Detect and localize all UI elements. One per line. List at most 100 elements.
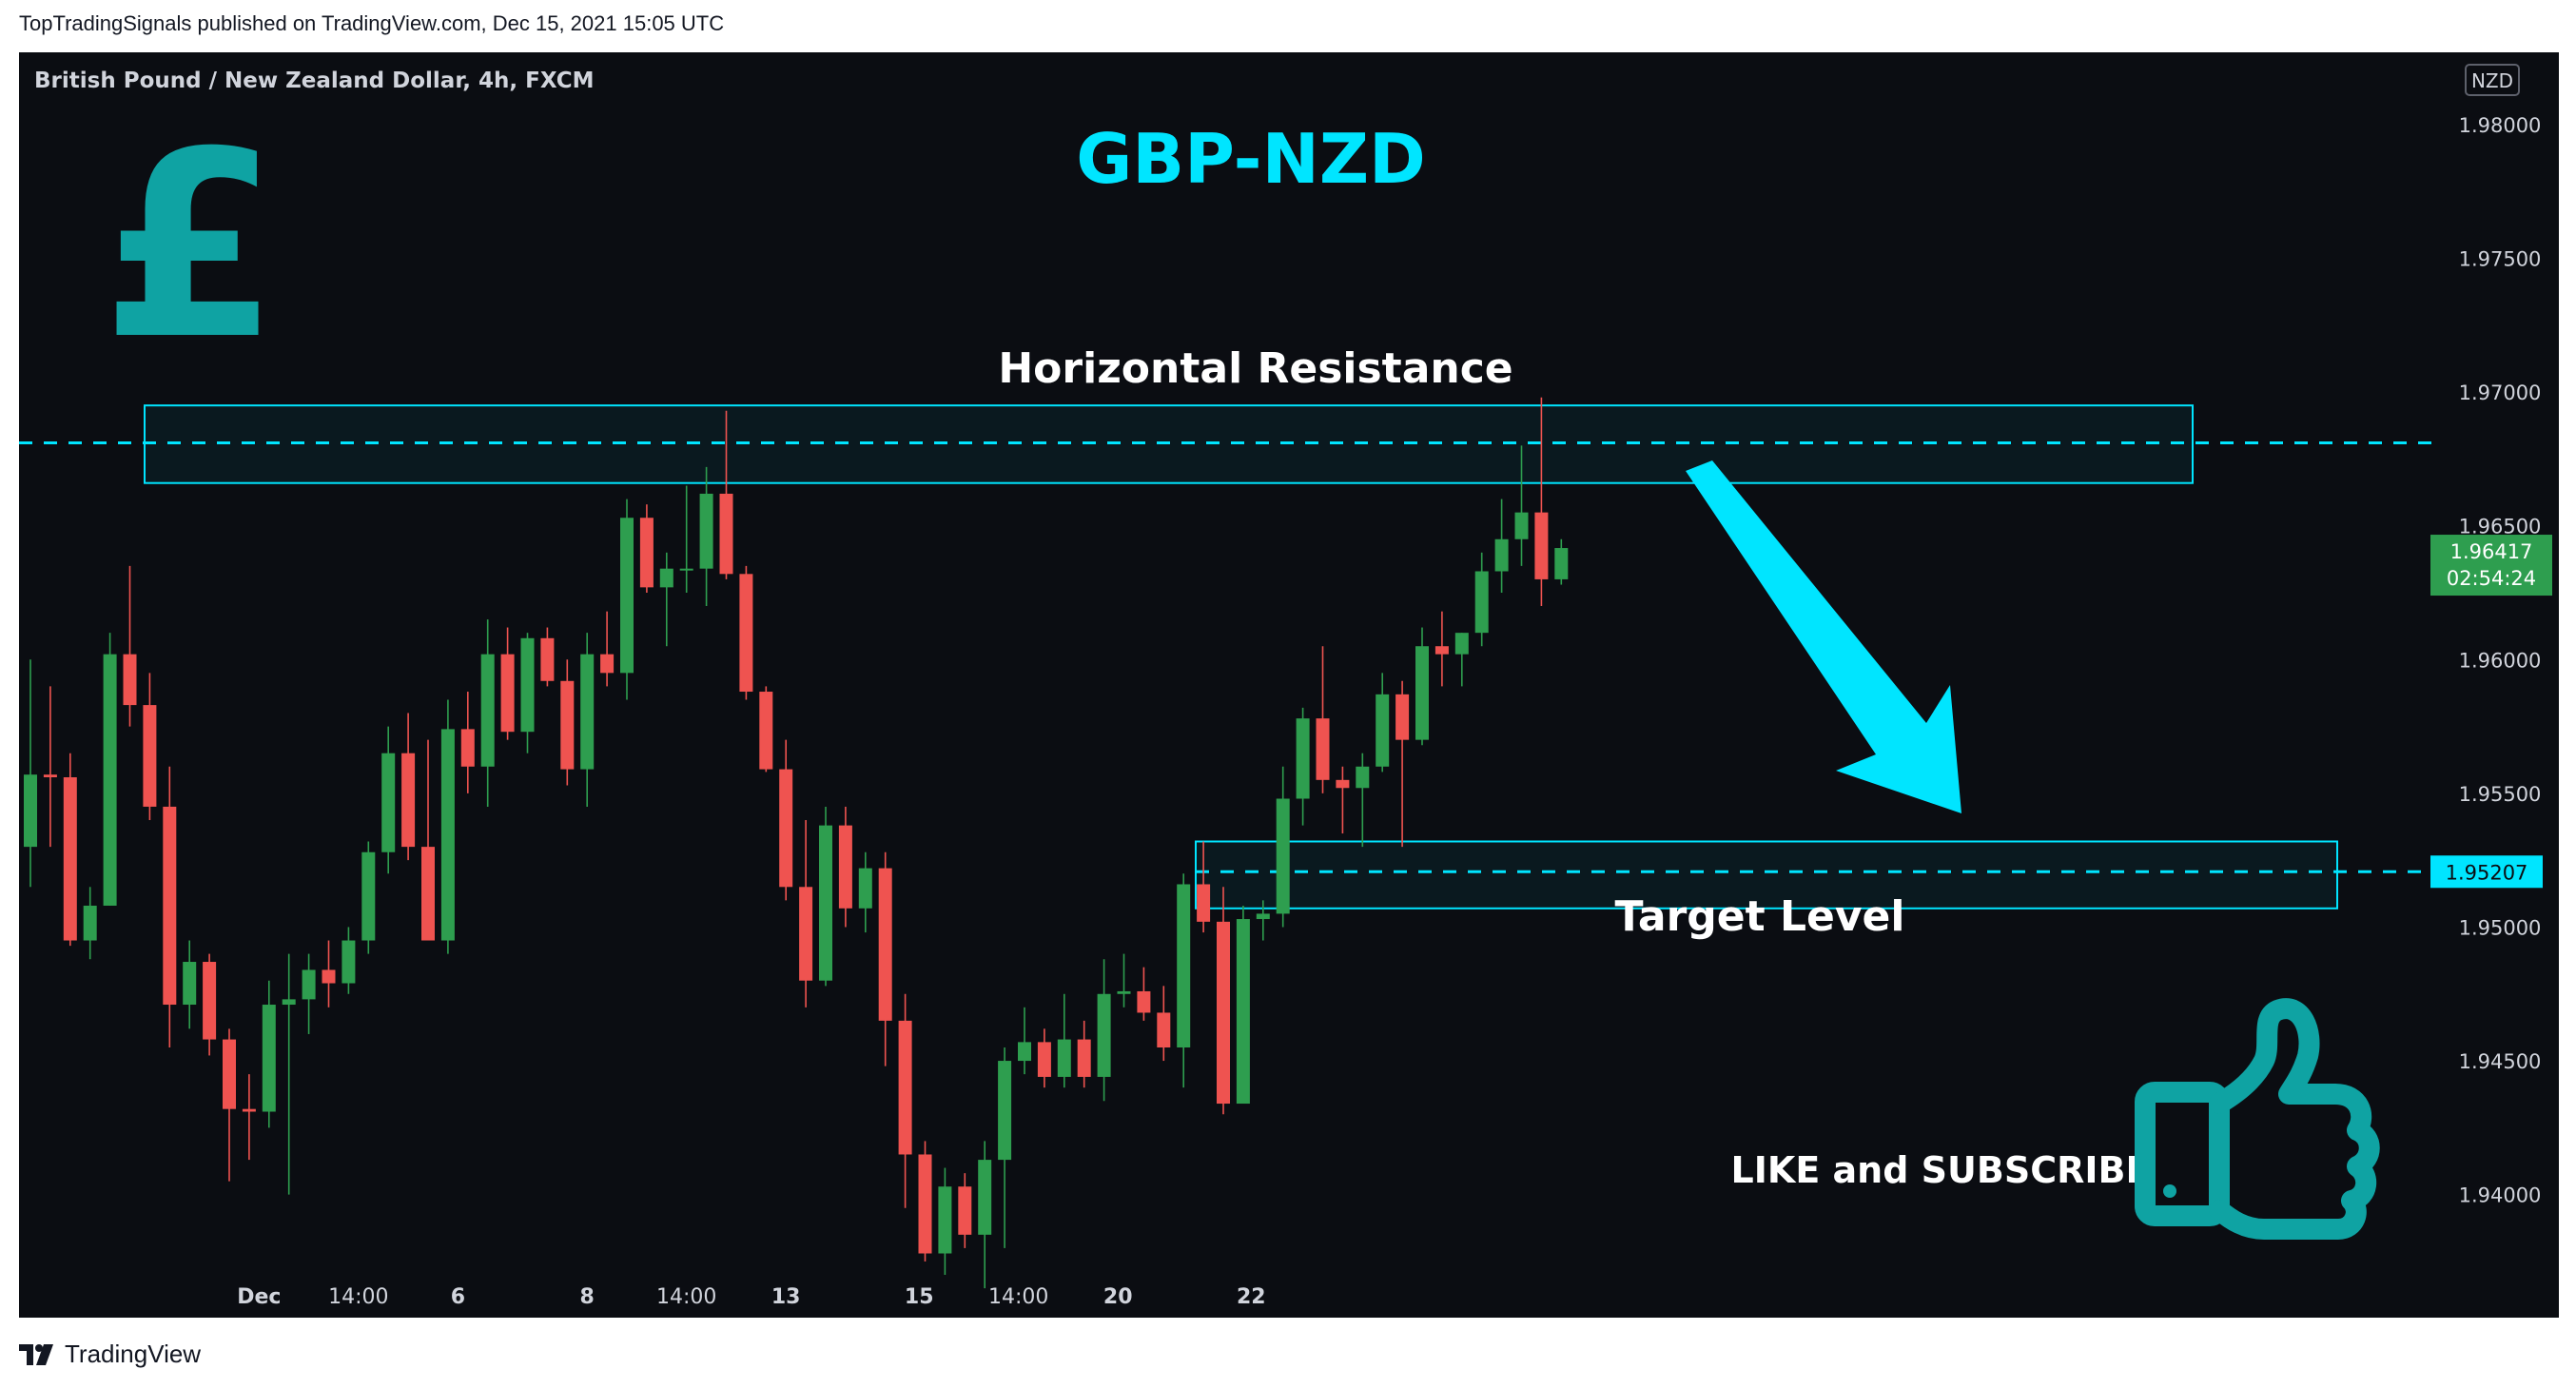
candle-body: [24, 774, 37, 848]
x-tick-label: 8: [580, 1285, 595, 1309]
candle: [858, 851, 872, 933]
countdown-timer: 02:54:24: [2447, 567, 2536, 590]
candle: [322, 940, 336, 1008]
candle: [679, 485, 693, 593]
candle-body: [480, 654, 495, 767]
candle: [1336, 766, 1350, 834]
target-price-label[interactable]: 1.95207: [2430, 855, 2543, 889]
candle-body: [978, 1160, 992, 1235]
candle-body: [1037, 1042, 1051, 1077]
candle-body: [1197, 884, 1211, 922]
candle: [699, 466, 713, 607]
candle: [1494, 499, 1509, 593]
candle-body: [1434, 646, 1449, 655]
x-tick-label: 22: [1237, 1285, 1266, 1309]
candle-body: [719, 493, 733, 575]
candle-body: [620, 518, 634, 674]
candle-body: [858, 868, 872, 909]
candle: [43, 686, 57, 848]
candle-body: [143, 705, 157, 807]
candle: [1356, 753, 1370, 848]
candle-body: [1336, 779, 1350, 789]
candle-body: [223, 1039, 236, 1109]
x-tick-label: Dec: [237, 1285, 281, 1309]
candle-body: [838, 825, 852, 909]
candle: [1077, 1020, 1091, 1088]
candle: [1197, 841, 1211, 933]
published-info: TopTradingSignals published on TradingVi…: [19, 11, 725, 35]
candle: [779, 739, 793, 901]
candle: [799, 819, 813, 1008]
candle: [1157, 986, 1171, 1062]
candle: [918, 1141, 932, 1262]
candle-body: [262, 1005, 276, 1112]
candles-layer: [24, 397, 1569, 1289]
down-arrow-icon: [1686, 460, 1961, 813]
candle-body: [878, 868, 892, 1021]
pound-sign-icon: £: [101, 96, 280, 396]
candle-body: [679, 568, 693, 571]
candle: [659, 552, 673, 647]
candle: [440, 699, 455, 954]
candle-body: [83, 905, 97, 941]
candle-body: [1514, 512, 1529, 539]
candle: [998, 1047, 1012, 1248]
cta-text: LIKE and SUBSCRIBE: [1731, 1149, 2151, 1191]
y-tick-label: 1.98000: [2459, 114, 2542, 137]
candle-body: [203, 962, 217, 1040]
candle: [381, 726, 396, 874]
candle: [24, 659, 37, 888]
candle: [1097, 959, 1111, 1102]
candle: [500, 627, 515, 740]
footer-brand[interactable]: TradingView: [19, 1340, 201, 1369]
candle-body: [639, 518, 654, 588]
price-axis: 1.98000 1.97500 1.97000 1.96500 1.96000 1.955…: [2459, 114, 2542, 1207]
candle: [580, 633, 595, 807]
candle-body: [63, 777, 77, 941]
candle: [480, 619, 495, 807]
y-tick-label: 1.97000: [2459, 381, 2542, 404]
time-axis: Dec 14:00 6 8 14:00 13 15 14:00 20 22: [237, 1285, 1265, 1309]
candle: [342, 927, 356, 994]
candle-body: [520, 637, 535, 733]
candle-body: [1376, 694, 1390, 767]
currency-badge[interactable]: NZD: [2465, 64, 2520, 96]
candle-body: [918, 1154, 932, 1254]
candle-body: [500, 654, 515, 733]
current-price-value: 1.96417: [2450, 540, 2533, 563]
candle-body: [1117, 990, 1131, 994]
candle: [63, 753, 77, 947]
x-tick-label: 14:00: [328, 1285, 388, 1309]
candle-body: [1276, 798, 1290, 914]
candle-body: [779, 769, 793, 888]
current-price-label[interactable]: 1.96417 02:54:24: [2430, 535, 2552, 597]
x-tick-label: 6: [451, 1285, 465, 1309]
candle-body: [759, 692, 773, 770]
candle: [719, 410, 733, 579]
candle-body: [1454, 633, 1469, 655]
candle-body: [163, 806, 177, 1006]
symbol-info: British Pound / New Zealand Dollar, 4h, …: [34, 68, 595, 93]
candle: [560, 659, 575, 786]
candle: [421, 739, 435, 941]
candle: [361, 841, 376, 954]
thumbs-up-icon: [2135, 998, 2380, 1240]
target-label: Target Level: [1615, 892, 1905, 941]
candle-body: [1018, 1042, 1031, 1062]
candle-body: [1177, 884, 1191, 1048]
footer-brand-label: TradingView: [65, 1340, 202, 1368]
candle-body: [342, 940, 356, 984]
candle: [1534, 397, 1549, 607]
candle: [978, 1141, 992, 1289]
candle-body: [1236, 919, 1250, 1105]
candle-body: [1316, 718, 1330, 780]
candle-body: [460, 729, 475, 767]
candle: [1474, 552, 1489, 647]
candle-body: [739, 574, 753, 693]
candle: [302, 953, 316, 1034]
candle-body: [699, 493, 713, 569]
candle-body: [1554, 548, 1569, 579]
candle: [620, 499, 634, 700]
candle: [83, 887, 97, 960]
